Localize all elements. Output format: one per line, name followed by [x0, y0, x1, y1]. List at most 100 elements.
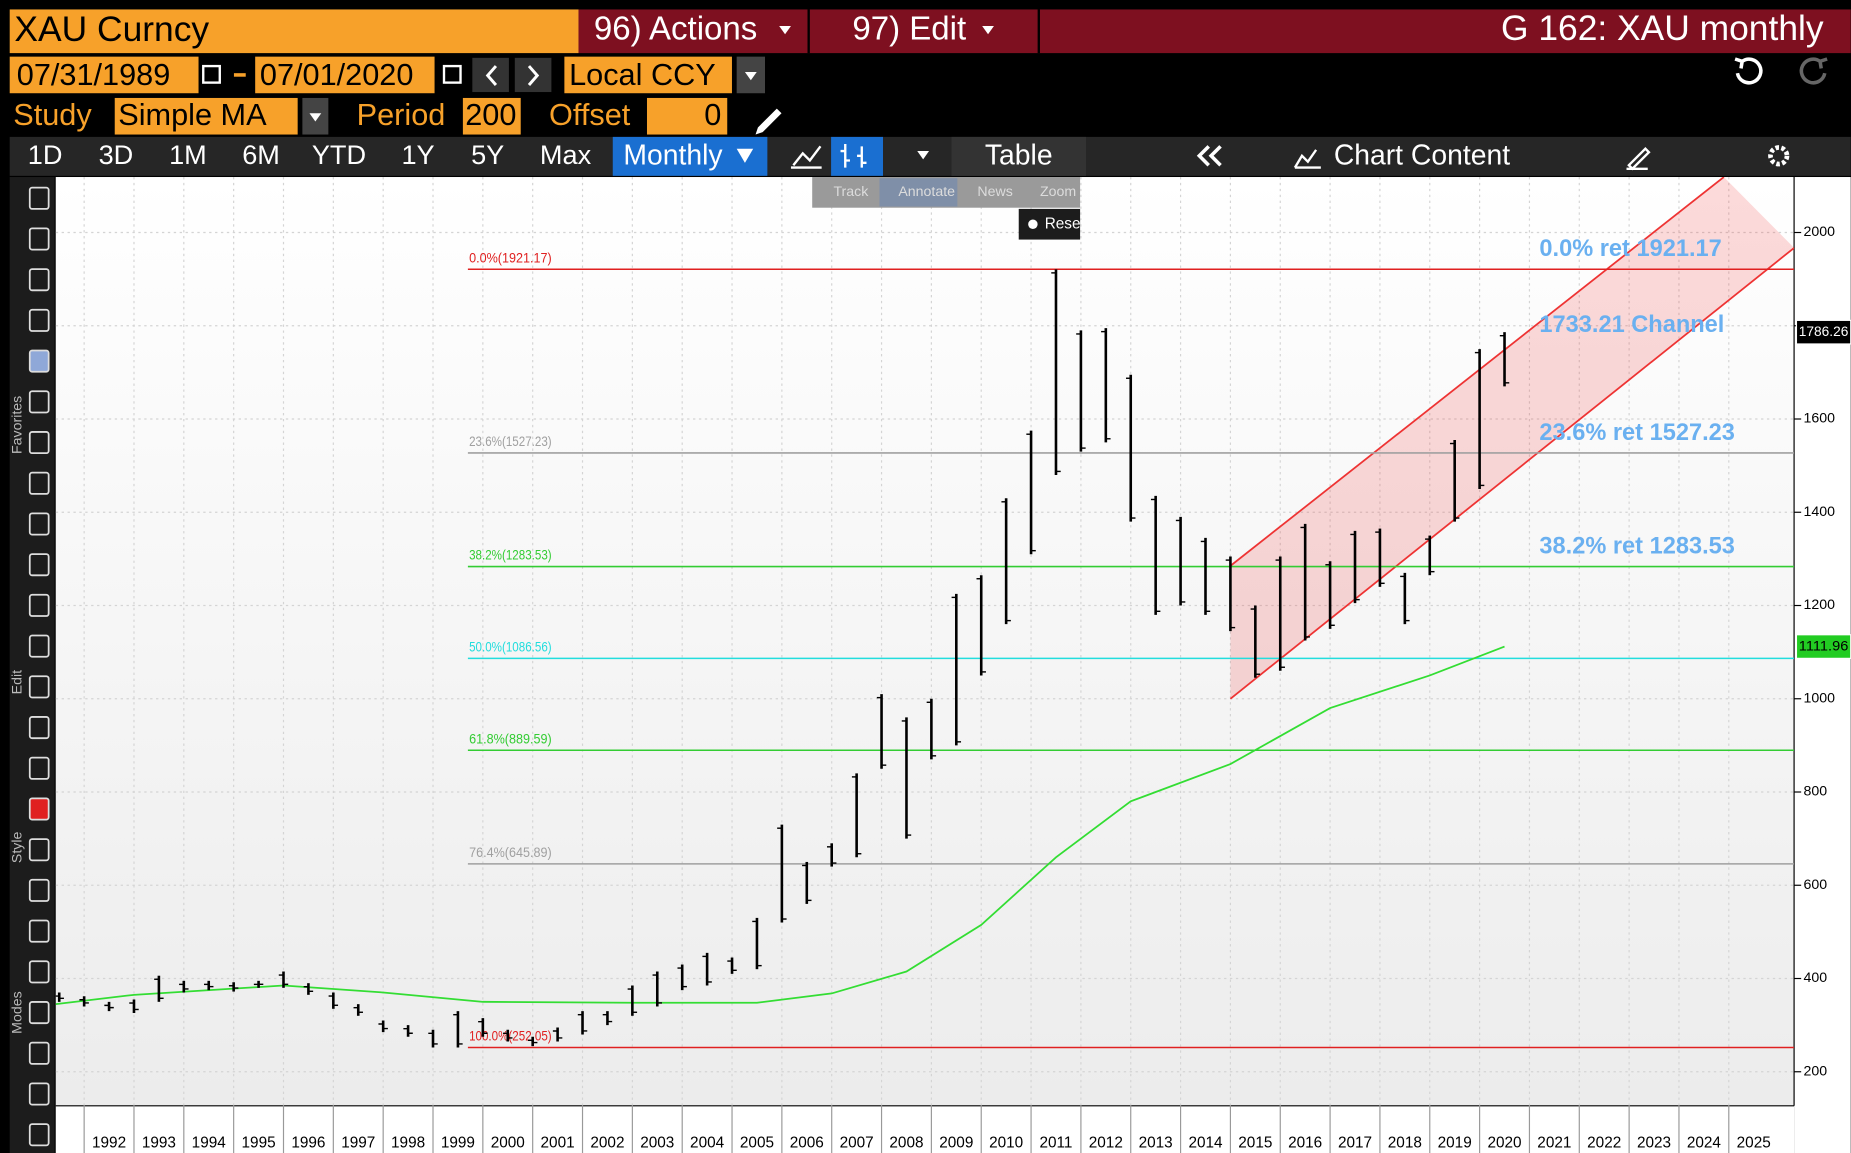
- side-tool[interactable]: [28, 878, 50, 902]
- side-tool[interactable]: [28, 716, 50, 740]
- x-tick-label: 1999: [441, 1135, 475, 1152]
- range-button[interactable]: 1Y: [401, 139, 434, 170]
- side-tool[interactable]: [28, 838, 50, 862]
- y-tick-label: 600: [1804, 877, 1828, 893]
- actions-menu[interactable]: 96) Actions: [594, 10, 757, 47]
- side-tool[interactable]: [28, 268, 50, 292]
- range-button[interactable]: 5Y: [471, 139, 504, 170]
- x-tick-label: 2014: [1188, 1135, 1223, 1152]
- ma-tag: 1111.96: [1799, 638, 1849, 654]
- edit-menu[interactable]: 97) Edit: [852, 10, 966, 47]
- tool-button[interactable]: Annotate: [898, 184, 955, 200]
- plot-area: [55, 177, 1795, 1106]
- annotation: 0.0% ret 1921.17: [1539, 236, 1721, 262]
- prev-button[interactable]: [472, 57, 509, 93]
- x-tick-label: 2022: [1587, 1135, 1621, 1152]
- settings-icon[interactable]: [1768, 145, 1790, 167]
- moving-average: [55, 645, 1505, 1006]
- annotation: 38.2% ret 1283.53: [1539, 533, 1734, 559]
- side-tool[interactable]: [28, 1123, 50, 1147]
- side-tool[interactable]: [28, 675, 50, 699]
- overlay: 2004006008001000120014001600180020001992…: [83, 224, 1851, 1153]
- end-date-box[interactable]: [255, 56, 435, 94]
- side-tool[interactable]: [28, 919, 50, 943]
- tool-button[interactable]: Track: [833, 184, 869, 200]
- table-button[interactable]: [951, 136, 1086, 176]
- side-tool[interactable]: [28, 756, 50, 780]
- y-tick-label: 2000: [1804, 224, 1836, 240]
- side-tool[interactable]: [28, 593, 50, 617]
- y-tick-label: 200: [1804, 1063, 1828, 1079]
- pencil-icon[interactable]: [755, 108, 782, 135]
- date-dash: [233, 73, 246, 77]
- x-tick-label: 2005: [740, 1135, 774, 1152]
- side-tool[interactable]: [28, 553, 50, 577]
- dropdown-arrow: [982, 25, 994, 35]
- range-button[interactable]: YTD: [312, 139, 366, 170]
- side-tool[interactable]: [28, 960, 50, 984]
- annotation: 1733.21 Channel: [1539, 312, 1724, 338]
- security: XAU Curncy: [14, 9, 209, 49]
- calendar-icon[interactable]: [442, 64, 462, 84]
- page-title: G 162: XAU monthly: [1501, 8, 1824, 48]
- chart-content[interactable]: Chart Content: [1334, 139, 1510, 171]
- side-tool[interactable]: [28, 186, 50, 210]
- annotate-icon[interactable]: [1626, 147, 1651, 171]
- x-tick-label: 1992: [92, 1135, 126, 1152]
- range-button[interactable]: 1D: [28, 139, 63, 170]
- end-date: 07/01/2020: [260, 57, 414, 92]
- side-tool[interactable]: [28, 1082, 50, 1106]
- side-tool[interactable]: [28, 797, 50, 821]
- side-tool[interactable]: [28, 431, 50, 455]
- dropdown-arrow[interactable]: [917, 151, 930, 160]
- study: Simple MA: [118, 97, 267, 132]
- side-tool[interactable]: [28, 512, 50, 536]
- side-tool[interactable]: [28, 471, 50, 495]
- side-tool[interactable]: [28, 1001, 50, 1025]
- range-button[interactable]: Max: [540, 139, 592, 170]
- tool-button[interactable]: News: [977, 184, 1012, 200]
- y-tick-label: 1000: [1804, 690, 1836, 706]
- next-button[interactable]: [514, 57, 552, 93]
- x-tick-label: 1994: [192, 1135, 227, 1152]
- calendar-icon[interactable]: [202, 64, 221, 84]
- side-tool[interactable]: [28, 634, 50, 658]
- tool-buttons: Track Annotate News Zoom: [833, 178, 1076, 207]
- side-tool[interactable]: [28, 1041, 50, 1065]
- side-tools: Favorites Edit Style Modes: [10, 186, 50, 1147]
- tool-active: [879, 178, 958, 207]
- y-tick-label: 1400: [1804, 504, 1836, 520]
- offset-label: Offset: [549, 97, 631, 132]
- period-box[interactable]: [462, 97, 521, 135]
- start-date-box[interactable]: [9, 56, 199, 94]
- side-tool[interactable]: [28, 227, 50, 251]
- fib-label: 50.0%(1086.56): [469, 640, 552, 656]
- undo-icon[interactable]: [1734, 57, 1763, 85]
- side-tool[interactable]: [28, 349, 50, 373]
- range-button[interactable]: 6M: [242, 139, 280, 170]
- dropdown-arrow: [779, 25, 791, 35]
- x-tick-label: 2019: [1438, 1135, 1472, 1152]
- x-tick-label: 2016: [1288, 1135, 1322, 1152]
- offset: 0: [704, 97, 721, 132]
- line-chart-icon[interactable]: [790, 145, 822, 169]
- channel-line: [1229, 247, 1795, 700]
- reset: Reset: [1045, 215, 1086, 232]
- range-button[interactable]: 3D: [99, 139, 134, 170]
- study-box[interactable]: [114, 97, 298, 135]
- x-tick-label: 1997: [341, 1135, 375, 1152]
- security-box[interactable]: [9, 9, 579, 54]
- redo-icon[interactable]: [1799, 57, 1828, 85]
- collapse-icon[interactable]: [1196, 145, 1222, 167]
- bar-chart-icon: [840, 143, 867, 168]
- side-tool[interactable]: [28, 308, 50, 332]
- offset-box[interactable]: [646, 97, 728, 135]
- x-tick-label: 2009: [939, 1135, 973, 1152]
- x-tick-label: 1998: [391, 1135, 425, 1152]
- fib-label: 38.2%(1283.53): [469, 548, 552, 564]
- tool-button[interactable]: Zoom: [1040, 184, 1076, 200]
- range-button[interactable]: 1M: [169, 139, 207, 170]
- currency-box[interactable]: [564, 56, 732, 94]
- table: Table: [985, 139, 1053, 171]
- side-tool[interactable]: [28, 390, 50, 414]
